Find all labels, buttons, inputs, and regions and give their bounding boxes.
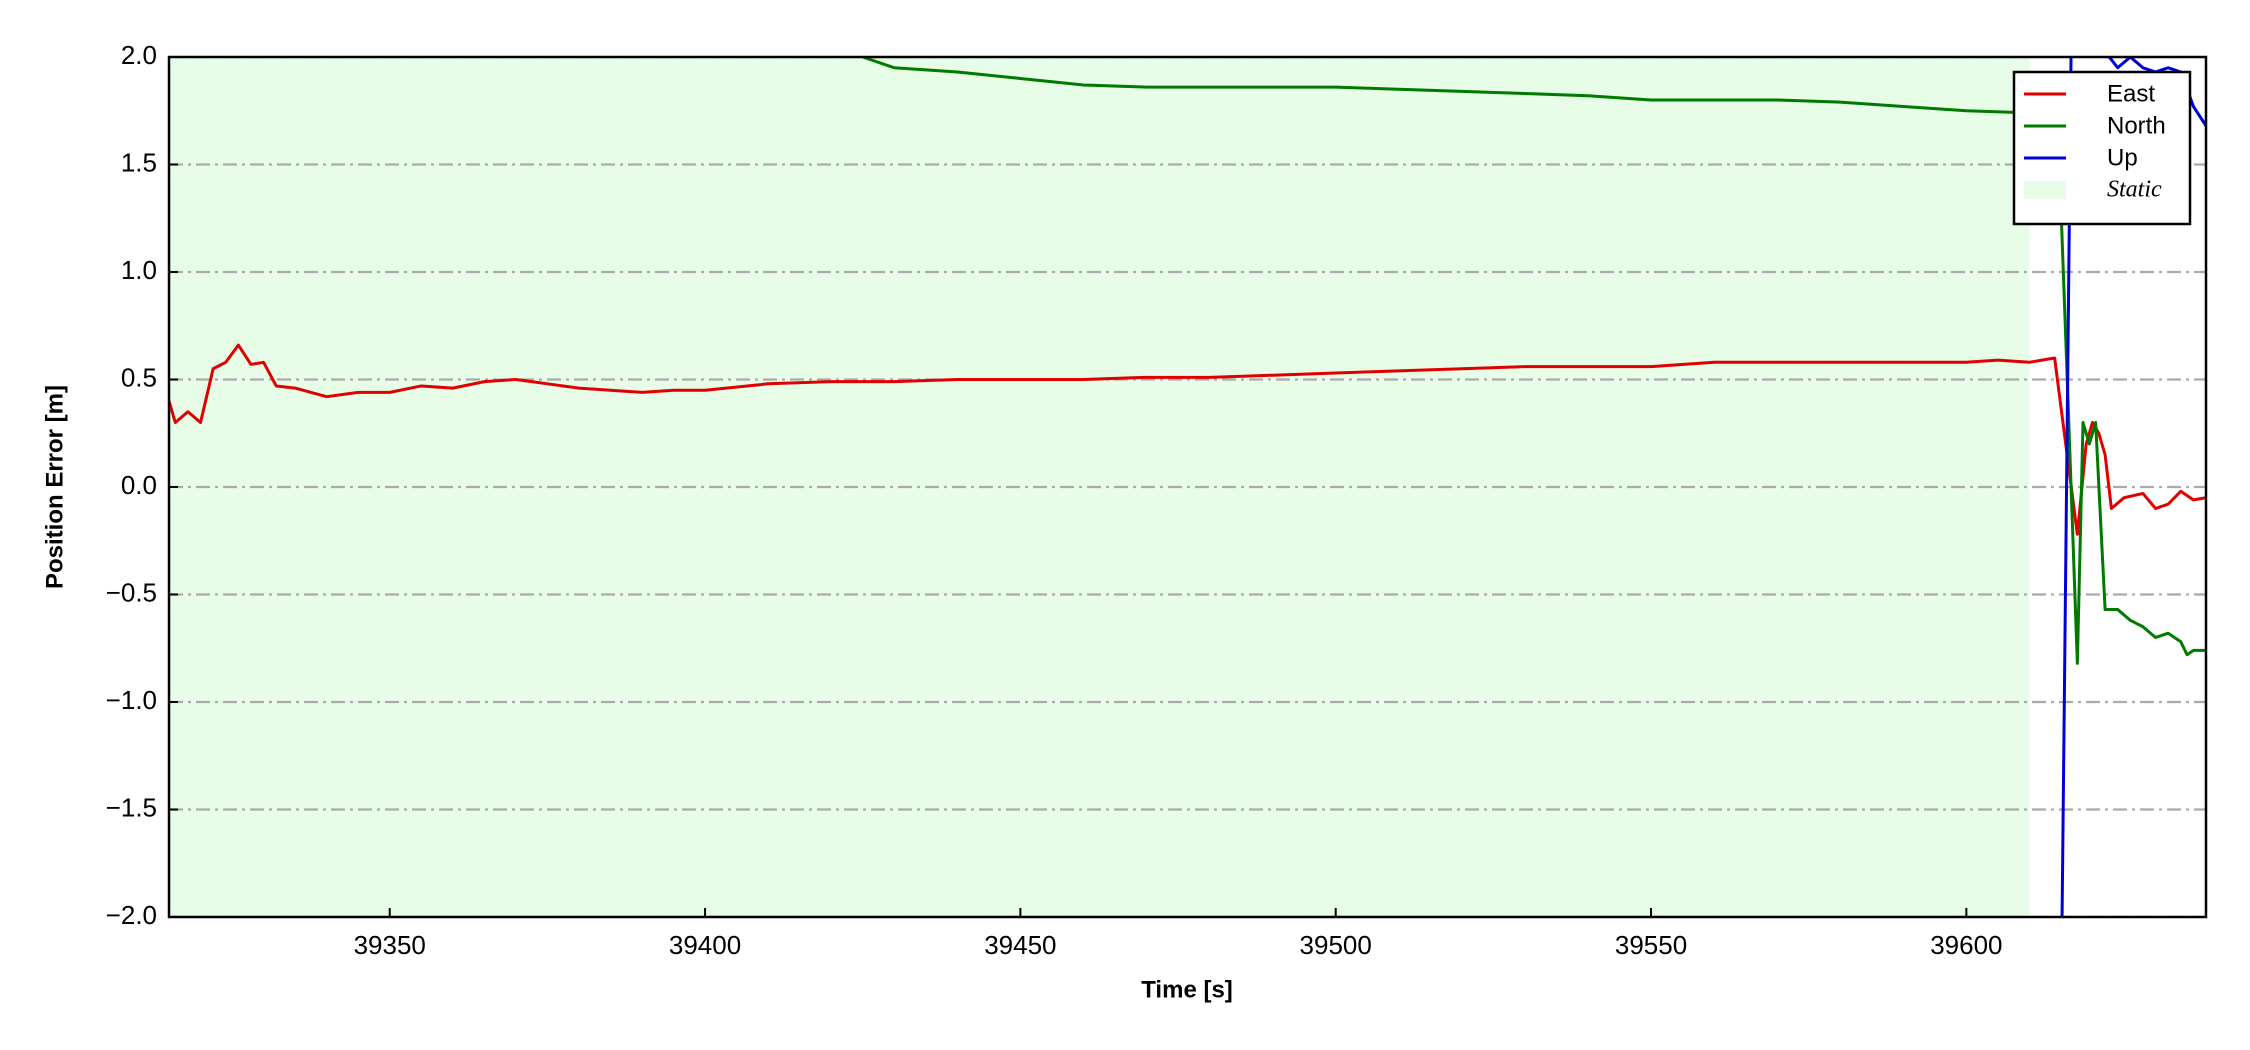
y-tick-label: −0.5 bbox=[106, 577, 157, 607]
plot-frame bbox=[167, 55, 2208, 919]
y-tick-label: 0.0 bbox=[121, 470, 157, 500]
x-tick-label: 39400 bbox=[669, 930, 741, 960]
plot-area bbox=[169, 57, 2206, 917]
y-axis-label: Position Error [m] bbox=[41, 385, 68, 589]
series-line bbox=[862, 57, 2206, 665]
y-tick-label: −2.0 bbox=[106, 900, 157, 930]
y-tick-label: 2.0 bbox=[121, 40, 157, 70]
legend: East North Up Static bbox=[2012, 70, 2192, 226]
y-tick-label: −1.0 bbox=[106, 685, 157, 715]
series-line bbox=[169, 343, 2206, 536]
y-tick-label: 1.5 bbox=[121, 147, 157, 177]
x-tick-label: 39600 bbox=[1930, 930, 2002, 960]
legend-label: North bbox=[2107, 112, 2166, 139]
legend-label: Up bbox=[2107, 144, 2138, 171]
x-tick-label: 39500 bbox=[1300, 930, 1372, 960]
legend-swatch bbox=[2024, 181, 2066, 199]
x-tick-label: 39550 bbox=[1615, 930, 1687, 960]
x-axis-label: Time [s] bbox=[1141, 976, 1233, 1003]
y-tick-label: −1.5 bbox=[106, 792, 157, 822]
y-tick-label: 0.5 bbox=[121, 362, 157, 392]
y-tick-label: 1.0 bbox=[121, 255, 157, 285]
x-tick-label: 39450 bbox=[984, 930, 1056, 960]
axes: −2.0 −1.5 −1.0 −0.5 0.0 0.5 1.0 1.5 2.0 39350 3940… bbox=[106, 40, 2208, 960]
legend-label: Static bbox=[2107, 177, 2162, 203]
x-tick-label: 39350 bbox=[354, 930, 426, 960]
legend-label: East bbox=[2107, 80, 2155, 107]
